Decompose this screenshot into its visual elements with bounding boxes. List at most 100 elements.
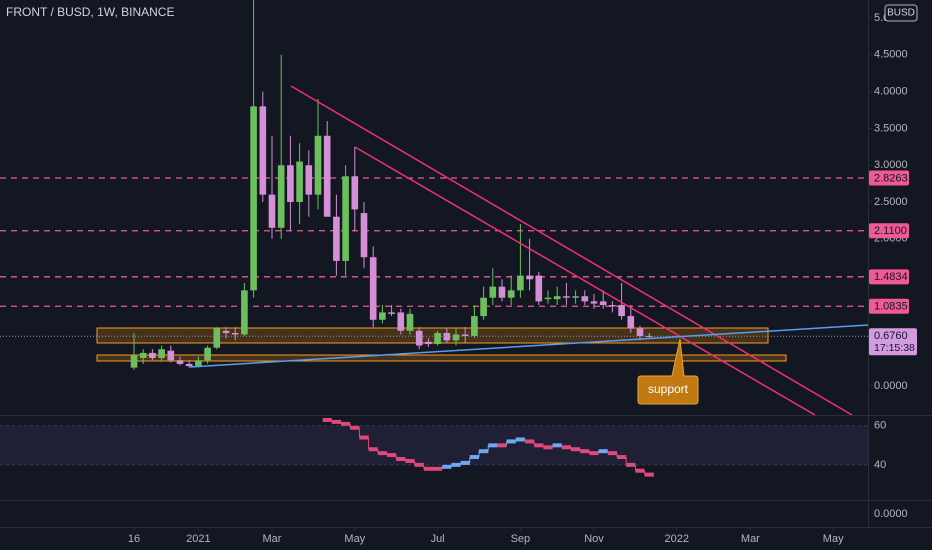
callout-box <box>637 338 699 405</box>
candle-body <box>526 275 533 280</box>
candle-body <box>296 161 303 203</box>
candle-body <box>636 328 644 336</box>
candle-body <box>268 194 276 228</box>
candle-body <box>277 165 285 228</box>
x-tick-label: Mar <box>263 533 282 545</box>
currency-label: BUSD <box>887 8 915 19</box>
support-zone <box>96 327 769 344</box>
last-price-label: 0.6760 <box>874 330 908 342</box>
x-tick-label: Jul <box>431 533 445 545</box>
candle-body <box>544 297 552 300</box>
candle-body <box>627 316 635 329</box>
candle-body <box>452 334 460 341</box>
candle-body <box>609 305 616 307</box>
symbol-title: FRONT / BUSD, 1W, BINANCE <box>6 5 174 19</box>
countdown: 17:15:38 <box>874 342 915 354</box>
y-tick-label: 4.0000 <box>874 86 908 98</box>
candle-body <box>195 360 202 367</box>
candle-body <box>581 296 589 302</box>
rsi-pane <box>0 417 868 477</box>
candle-body <box>342 176 349 261</box>
x-tick-label: 2021 <box>186 533 210 545</box>
level-tag <box>869 298 909 314</box>
candle-body <box>149 352 156 359</box>
trendlines <box>189 85 868 415</box>
level-tag <box>869 269 909 285</box>
x-tick-label: 2022 <box>665 533 689 545</box>
currency-badge <box>884 4 918 22</box>
candle-body <box>489 286 497 298</box>
candle-body <box>415 330 423 346</box>
candle-body <box>507 290 515 298</box>
rsi-tick-label: 40 <box>874 459 886 471</box>
candle-body <box>259 106 267 195</box>
callout-text: support <box>648 382 689 396</box>
level-tag-label: 1.4834 <box>874 271 908 283</box>
y-tick-label: 3.5000 <box>874 122 908 134</box>
candle-body <box>388 312 395 314</box>
y-tick-label: 3.0000 <box>874 159 908 171</box>
candle-body <box>498 286 506 298</box>
trendline <box>354 146 816 415</box>
candle-body <box>360 213 368 258</box>
candle-body <box>213 328 221 348</box>
trendline <box>189 324 868 368</box>
axes: 5.00004.50004.00003.50003.00002.50002.00… <box>128 12 917 545</box>
candle-body <box>535 275 543 302</box>
candle-body <box>139 352 147 359</box>
rsi-band <box>0 425 868 465</box>
candle-body <box>241 290 248 335</box>
candle-body <box>590 301 598 304</box>
level-tag <box>869 223 909 239</box>
y-tick-label: 4.5000 <box>874 49 908 61</box>
drawings <box>96 327 787 362</box>
candle-body <box>443 333 451 341</box>
y-tick-label: 2.5000 <box>874 196 908 208</box>
candle-body <box>480 297 487 317</box>
level-tag-label: 2.1100 <box>874 225 907 237</box>
candle-body <box>158 349 165 359</box>
x-tick-label: Sep <box>511 533 531 545</box>
candle-body <box>369 257 377 320</box>
x-tick-label: May <box>823 533 844 545</box>
candle-body <box>222 330 230 334</box>
lower-pane-label: 0.0000 <box>874 508 908 520</box>
candle-body <box>599 301 607 306</box>
candle-body <box>351 176 359 210</box>
callout: support <box>637 338 699 405</box>
x-tick-label: Nov <box>584 533 604 545</box>
candle-body <box>231 333 239 335</box>
candle-body <box>553 296 561 300</box>
candle-body <box>204 347 211 361</box>
level-tag <box>869 170 909 186</box>
candle-body <box>305 165 313 195</box>
candle-body <box>425 341 432 345</box>
price-pane <box>0 0 868 370</box>
candle-body <box>314 135 322 195</box>
candle-body <box>434 333 441 345</box>
candle-body <box>250 106 257 291</box>
candle-body <box>379 312 386 320</box>
level-tag-label: 2.8263 <box>874 172 908 184</box>
y-tick-label: 0.0000 <box>874 380 908 392</box>
candle-body <box>185 363 193 367</box>
candle-body <box>461 334 469 336</box>
candle-body <box>130 355 138 368</box>
level-tag-label: 1.0835 <box>874 301 908 313</box>
x-tick-label: Mar <box>741 533 760 545</box>
candle-body <box>618 305 625 317</box>
support-zone <box>96 354 787 362</box>
candle-body <box>176 360 184 364</box>
x-tick-label: 16 <box>128 533 140 545</box>
candle-body <box>323 135 331 217</box>
candle-body <box>471 316 478 336</box>
candle-body <box>563 296 570 298</box>
candle-body <box>406 313 414 331</box>
candle-body <box>397 312 405 331</box>
candle-body <box>572 296 579 298</box>
x-tick-label: May <box>344 533 365 545</box>
candle-body <box>645 335 653 337</box>
